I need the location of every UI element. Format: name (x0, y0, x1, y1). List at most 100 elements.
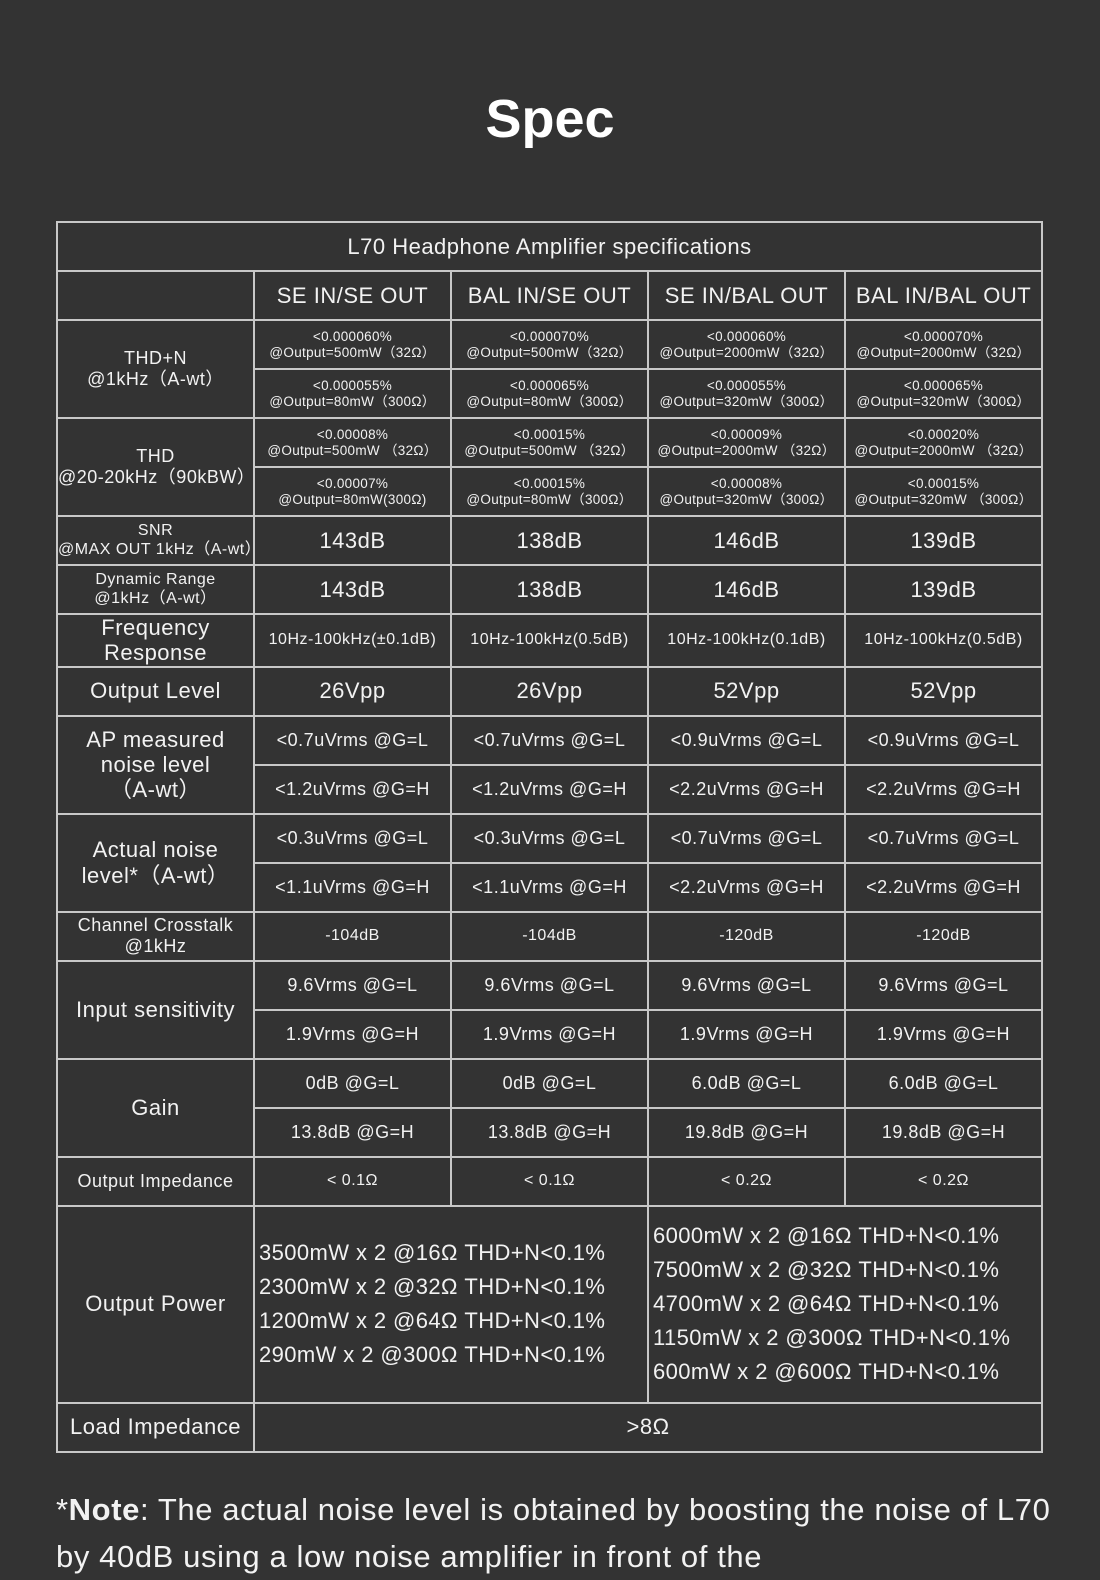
cell-line: @Output=2000mW（32Ω） (659, 344, 834, 360)
cell-line: @Output=80mW（300Ω） (269, 393, 436, 409)
row-label: Frequency Response (56, 613, 255, 668)
cell-line: <0.00009% (710, 426, 783, 442)
cell-line: <0.00015% (513, 426, 586, 442)
table-row: Output Impedance < 0.1Ω < 0.1Ω < 0.2Ω < 0.2Ω (56, 1155, 1043, 1207)
value-cell: < 0.2Ω (647, 1155, 846, 1207)
cell-line: <1.2uVrms @G=H (275, 778, 430, 799)
cell-line: Frequency (101, 615, 210, 640)
cell-line: < 0.1Ω (524, 1171, 575, 1189)
cell-line: <2.2uVrms @G=H (866, 778, 1021, 799)
output-power-row: Output Power 3500mW x 2 @16Ω THD+N<0.1% 23… (56, 1204, 1043, 1404)
header-row: SE IN/SE OUT BAL IN/SE OUT SE IN/BAL OUT BA… (56, 270, 1043, 321)
value-cell: 1.9Vrms @G=H (450, 1008, 649, 1060)
cell-line: Dynamic Range (95, 571, 216, 589)
cell-line: 26Vpp (319, 678, 386, 704)
cell-line: 4700mW x 2 @64Ω THD+N<0.1% (653, 1291, 1000, 1317)
cell-line: 138dB (516, 576, 583, 602)
value-cell: 138dB (450, 515, 649, 566)
cell-line: <0.7uVrms @G=L (867, 827, 1020, 848)
value-cell: 10Hz-100kHz(0.5dB) (450, 613, 649, 668)
row-label: Load Impedance (56, 1401, 255, 1453)
cell-line: SNR (137, 522, 174, 540)
value-cell: <0.000070% @Output=500mW（32Ω） (450, 319, 649, 370)
value-cell: <0.7uVrms @G=L (844, 812, 1043, 864)
value-cell: <1.2uVrms @G=H (253, 763, 452, 815)
cell-line: @Output=500mW （32Ω） (464, 442, 635, 458)
value-cell: <0.000070% @Output=2000mW（32Ω） (844, 319, 1043, 370)
row-label: Output Power (56, 1204, 255, 1404)
cell-line: @1kHz（A-wt） (94, 589, 217, 607)
cell-line: 1.9Vrms @G=H (876, 1023, 1011, 1044)
cell-line: <0.7uVrms @G=L (670, 827, 823, 848)
value-cell: 6.0dB @G=L (647, 1057, 846, 1109)
value-cell: 19.8dB @G=H (647, 1106, 846, 1158)
cell-line: @Output=80mW（300Ω） (466, 491, 633, 507)
cell-line: -120dB (719, 926, 774, 944)
cell-line: 9.6Vrms @G=L (484, 974, 615, 995)
table-row: 13.8dB @G=H 13.8dB @G=H 19.8dB @G=H 19.8dB … (57, 1106, 1043, 1158)
value-cell: 0dB @G=L (253, 1057, 452, 1109)
column-header: BAL IN/BAL OUT (844, 270, 1043, 321)
cell-line: <0.00008% (710, 475, 783, 491)
table-row: THD+N @1kHz（A-wt） <0.000060% @Output=500mW（… (56, 319, 1043, 419)
value-cell: <0.7uVrms @G=L (647, 812, 846, 864)
cell-line: 6.0dB @G=L (691, 1072, 802, 1093)
cell-line: @Output=320mW（300Ω） (659, 491, 834, 507)
cell-line: THD (136, 446, 175, 467)
value-cell: <0.000060% @Output=500mW（32Ω） (253, 319, 452, 370)
cell-line: 13.8dB @G=H (487, 1121, 612, 1142)
cell-line: <0.3uVrms @G=L (473, 827, 626, 848)
value-cell: 13.8dB @G=H (253, 1106, 452, 1158)
cell-line: 26Vpp (516, 678, 583, 704)
cell-line: @Output=2000mW （32Ω） (854, 442, 1033, 458)
value-cell: 139dB (844, 564, 1043, 615)
cell-line: <0.00015% (513, 475, 586, 491)
row-label: Output Impedance (56, 1155, 255, 1207)
table-row: SNR @MAX OUT 1kHz（A-wt） 143dB 138dB 146dB 139… (56, 515, 1043, 566)
cell-line: @Output=500mW（32Ω） (466, 344, 633, 360)
load-impedance-row: Load Impedance >8Ω (56, 1401, 1043, 1453)
cell-line: 0dB @G=L (305, 1072, 400, 1093)
cell-line: <0.000070% (509, 328, 590, 344)
cell-line: 3500mW x 2 @16Ω THD+N<0.1% (259, 1240, 606, 1266)
cell-line: Gain (131, 1094, 180, 1120)
value-cell: 13.8dB @G=H (450, 1106, 649, 1158)
table-row: Gain 0dB @G=L 0dB @G=L 6.0dB @G=L 6.0dB @G=L (56, 1057, 1043, 1158)
value-cell: 9.6Vrms @G=L (647, 959, 846, 1011)
cell-line: 0dB @G=L (502, 1072, 597, 1093)
table-row: Frequency Response 10Hz-100kHz(±0.1dB) 10Hz… (56, 613, 1043, 668)
value-cell: <0.7uVrms @G=L (253, 714, 452, 766)
cell-line: <0.9uVrms @G=L (867, 729, 1020, 750)
value-cell: 9.6Vrms @G=L (253, 959, 452, 1011)
table-row: 1.9Vrms @G=H 1.9Vrms @G=H 1.9Vrms @G=H 1.9V… (57, 1008, 1043, 1060)
cell-line: @Output=80mW（300Ω） (466, 393, 633, 409)
value-cell: <1.1uVrms @G=H (253, 861, 452, 913)
cell-line: <0.9uVrms @G=L (670, 729, 823, 750)
value-cell: <0.7uVrms @G=L (450, 714, 649, 766)
cell-line: level*（A-wt） (81, 862, 230, 888)
cell-line: -120dB (916, 926, 971, 944)
cell-line: <0.3uVrms @G=L (276, 827, 429, 848)
value-cell: 19.8dB @G=H (844, 1106, 1043, 1158)
output-power-bal-out: 6000mW x 2 @16Ω THD+N<0.1% 7500mW x 2 @32… (647, 1204, 1043, 1404)
cell-line: <2.2uVrms @G=H (669, 876, 824, 897)
value-cell: <0.9uVrms @G=L (647, 714, 846, 766)
cell-line: 143dB (319, 576, 386, 602)
cell-line: <0.7uVrms @G=L (473, 729, 626, 750)
cell-line: 19.8dB @G=H (684, 1121, 809, 1142)
cell-line: @Output=80mW(300Ω) (278, 491, 427, 507)
value-cell: 26Vpp (450, 665, 649, 717)
cell-line: 138dB (516, 527, 583, 553)
value-cell: <2.2uVrms @G=H (647, 763, 846, 815)
table-row: Output Level 26Vpp 26Vpp 52Vpp 52Vpp (56, 665, 1043, 717)
row-label: THD+N @1kHz（A-wt） (56, 319, 255, 419)
table-row: <1.2uVrms @G=H <1.2uVrms @G=H <2.2uVrms @G… (57, 763, 1043, 815)
note-text: : The actual noise level is obtained by … (56, 1492, 1051, 1574)
cell-line: < 0.2Ω (918, 1171, 969, 1189)
value-cell: <0.00008% @Output=500mW （32Ω） (253, 417, 452, 468)
value-cell: <0.3uVrms @G=L (450, 812, 649, 864)
cell-line: @MAX OUT 1kHz（A-wt） (58, 540, 262, 558)
cell-line: < 0.2Ω (721, 1171, 772, 1189)
value-cell: <0.000055% @Output=80mW（300Ω） (253, 368, 452, 419)
cell-line: 9.6Vrms @G=L (287, 974, 418, 995)
